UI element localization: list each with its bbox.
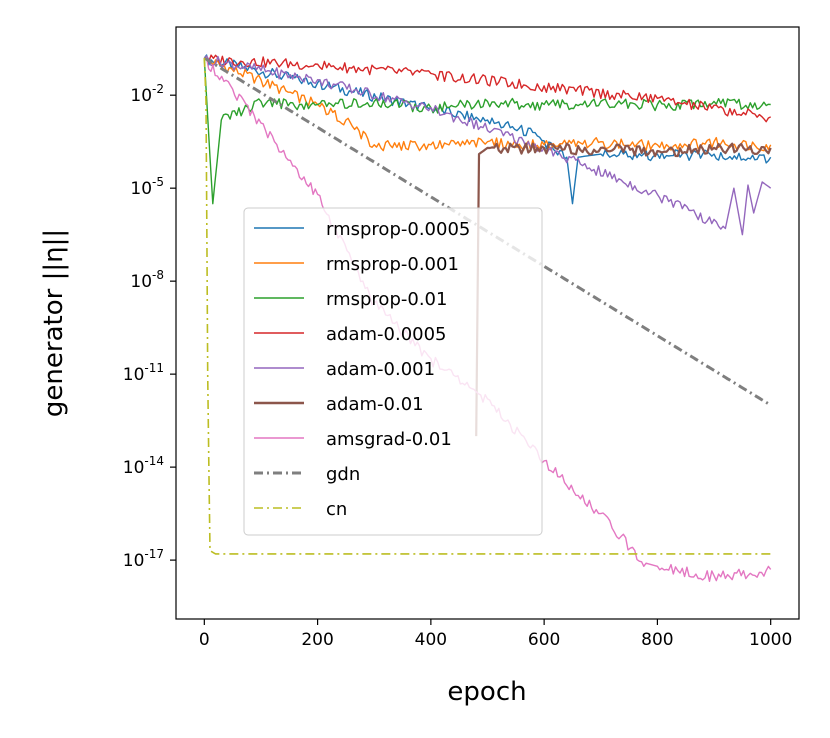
- y-tick-label: 10-11: [123, 361, 164, 385]
- series-line-gdn: [203, 56, 772, 407]
- plot-frame: [175, 26, 800, 620]
- series-line-adam-0-0005: [203, 54, 772, 123]
- legend-label-rmsprop-0-001: rmsprop-0.001: [326, 254, 459, 275]
- series-line-rmsprop-0-0005: [203, 54, 772, 205]
- legend-label-cn: cn: [326, 499, 347, 520]
- legend-label-gdn: gdn: [326, 464, 360, 485]
- y-tick-label: 10-17: [123, 547, 164, 571]
- legend: rmsprop-0.0005 rmsprop-0.001 rmsprop-0.01 a…: [243, 207, 543, 536]
- legend-box: [243, 207, 543, 536]
- x-tick-label: 400: [415, 630, 447, 650]
- series-line-rmsprop-0-001: [204, 56, 772, 152]
- series-line-adam-0-001: [203, 55, 772, 236]
- y-tick-label: 10-2: [130, 82, 164, 106]
- series-line-cn: [203, 57, 771, 555]
- x-tick-label: 600: [528, 630, 560, 650]
- legend-label-rmsprop-0-0005: rmsprop-0.0005: [326, 219, 470, 240]
- x-tick-label: 1000: [749, 630, 792, 650]
- y-axis-title: generator ||η||: [39, 229, 69, 417]
- legend-label-rmsprop-0-01: rmsprop-0.01: [326, 289, 447, 310]
- series-line-adam-0-01: [475, 142, 772, 437]
- legend-label-amsgrad-0-01: amsgrad-0.01: [326, 429, 452, 450]
- y-tick-label: 10-14: [123, 454, 164, 478]
- x-axis-title: epoch: [447, 677, 526, 707]
- y-tick-label: 10-8: [130, 268, 164, 292]
- x-tick-label: 0: [199, 630, 210, 650]
- legend-label-adam-0-0005: adam-0.0005: [326, 324, 447, 345]
- legend-label-adam-0-001: adam-0.001: [326, 359, 435, 380]
- legend-label-adam-0-01: adam-0.01: [326, 394, 424, 415]
- y-tick-label: 10-5: [130, 175, 164, 199]
- x-tick-label: 800: [641, 630, 673, 650]
- x-tick-label: 200: [301, 630, 333, 650]
- series-line-rmsprop-0-01: [203, 57, 771, 205]
